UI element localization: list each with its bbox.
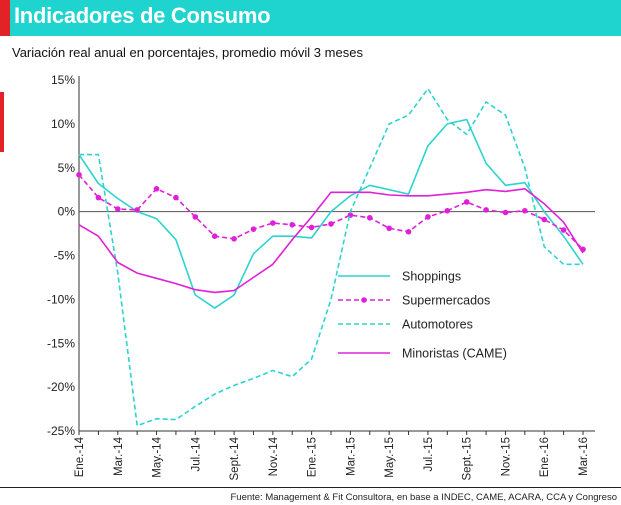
series-point-supermercados — [76, 172, 82, 178]
series-point-supermercados — [328, 221, 334, 227]
y-tick-label: 15% — [51, 73, 75, 87]
series-point-supermercados — [289, 222, 295, 228]
series-point-supermercados — [134, 207, 140, 213]
line-chart: 15% 10% 5% 0% -5% -10% -15% -20% -25% Ene.-14 Mar… — [0, 0, 621, 505]
series-line-minoristas-came — [79, 189, 583, 293]
legend-label-automotores: Automotores — [402, 318, 473, 332]
x-tick-label: Nov.-15 — [500, 437, 512, 476]
series-point-supermercados — [386, 225, 392, 231]
legend-label-minoristas-came: Minoristas (CAME) — [402, 347, 507, 361]
series-point-supermercados — [483, 207, 489, 213]
x-tick-label: Jul.-14 — [190, 436, 202, 471]
legend-marker-supermercados — [361, 297, 367, 303]
series-point-supermercados — [541, 217, 547, 223]
series-point-supermercados — [173, 195, 179, 201]
series-point-supermercados — [115, 206, 121, 212]
y-axis: 15% 10% 5% 0% -5% -10% -15% -20% -25% — [47, 73, 79, 438]
y-tick-label: -15% — [47, 336, 75, 350]
x-tick-label: Mar.-16 — [578, 437, 590, 476]
legend: Shoppings Supermercados Automotores Minoris… — [338, 270, 507, 361]
footer-divider — [0, 487, 621, 488]
series-point-supermercados — [406, 229, 412, 235]
series-point-supermercados — [270, 220, 276, 226]
series-point-supermercados — [251, 226, 257, 232]
y-tick-label: 10% — [51, 117, 75, 131]
x-tick-label: Mar.-14 — [113, 436, 125, 476]
series-point-supermercados — [309, 225, 315, 231]
series-point-supermercados — [154, 186, 160, 192]
x-axis: Ene.-14 Mar.-14 May.-14 Jul.-14 Sept.-14 Nov.… — [74, 212, 595, 481]
series-point-supermercados — [96, 195, 102, 201]
legend-label-shoppings: Shoppings — [402, 270, 461, 284]
y-tick-label: 5% — [58, 161, 76, 175]
x-tick-label: May.-15 — [384, 437, 396, 478]
series-point-supermercados — [464, 199, 470, 205]
series-point-supermercados — [212, 233, 218, 239]
x-tick-label: Sept.-14 — [229, 436, 241, 480]
series-point-supermercados — [231, 236, 237, 242]
x-tick-label: Sept.-15 — [462, 437, 474, 480]
y-tick-label: -10% — [47, 292, 75, 306]
series-point-supermercados — [193, 214, 199, 220]
x-tick-label: Mar.-15 — [345, 437, 357, 476]
y-tick-label: -20% — [47, 380, 75, 394]
x-tick-label: Nov.-14 — [268, 436, 280, 476]
x-tick-label: Jul.-15 — [423, 437, 435, 472]
series-point-supermercados — [425, 214, 431, 220]
series-point-supermercados — [367, 215, 373, 221]
series-point-supermercados — [522, 208, 528, 214]
legend-label-supermercados: Supermercados — [402, 294, 490, 308]
series-point-supermercados — [445, 208, 451, 214]
series-point-supermercados — [561, 227, 567, 233]
x-tick-label: Ene.-14 — [74, 436, 86, 477]
y-tick-label: 0% — [58, 205, 76, 219]
series-point-supermercados — [503, 210, 509, 216]
series-layer — [76, 89, 586, 426]
source-label: Fuente: — [230, 492, 265, 503]
y-tick-label: -25% — [47, 424, 75, 438]
x-tick-label: May.-14 — [152, 436, 164, 477]
x-tick-label: Ene.-16 — [539, 437, 551, 477]
x-tick-label: Ene.-15 — [307, 437, 319, 477]
series-line-automotores — [79, 89, 583, 426]
source-note: Fuente: Management & Fit Consultora, en … — [230, 492, 617, 503]
y-tick-label: -5% — [54, 249, 76, 263]
source-text: Management & Fit Consultora, en base a I… — [265, 492, 617, 503]
